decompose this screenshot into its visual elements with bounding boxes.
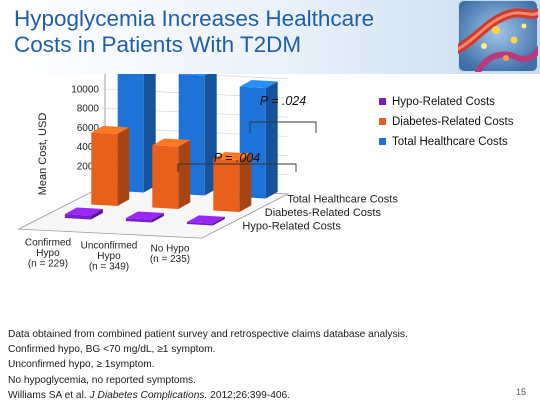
- legend-swatch: [379, 118, 386, 125]
- page-number: 15: [515, 387, 526, 397]
- legend-label: Total Healthcare Costs: [392, 136, 508, 148]
- footnote-line: Data obtained from combined patient surv…: [8, 329, 408, 340]
- title-line-2: Costs in Patients With T2DM: [14, 32, 302, 57]
- footnote-line: Confirmed hypo, BG <70 mg/dL, ≥1 symptom…: [8, 344, 216, 356]
- y-axis-label: Mean Cost, USD: [37, 113, 49, 196]
- bar-top: [213, 152, 252, 161]
- vascular-illustration-icon: [458, 0, 538, 72]
- depth-axis-label: Total Healthcare Costs: [287, 194, 398, 206]
- bar-side: [90, 209, 103, 220]
- bar-side: [239, 153, 252, 212]
- depth-axis-label: Diabetes-Related Costs: [265, 207, 382, 219]
- bar-front: [213, 158, 240, 212]
- bar-front: [91, 132, 118, 206]
- citation-details: 2012;26:399-406.: [210, 389, 291, 401]
- x-tick-label: (n = 235): [150, 254, 190, 265]
- footnote-line: Unconfirmed hypo, ≥ 1symptom.: [8, 359, 155, 371]
- x-tick-label: Unconfirmed: [81, 240, 138, 251]
- bar-front: [64, 214, 91, 220]
- bar-front: [125, 218, 152, 223]
- y-tick-label: 8000: [77, 104, 100, 115]
- citation-journal: J Diabetes Complications.: [89, 389, 208, 401]
- cost-chart: 02000400060008000100001200014000Mean Cos…: [17, 74, 514, 272]
- x-tick-label: No Hypo: [151, 243, 190, 254]
- bar-top: [239, 80, 278, 89]
- bar-top: [91, 125, 130, 134]
- slide-title: Hypoglycemia Increases Healthcare Costs …: [14, 6, 434, 58]
- bar-top: [178, 74, 208, 76]
- y-tick-label: 6000: [77, 123, 100, 134]
- bar-top: [186, 215, 225, 224]
- p-value-label: P = .004: [214, 151, 260, 165]
- legend-label: Hypo-Related Costs: [392, 96, 495, 108]
- y-tick-label: 4000: [77, 142, 100, 153]
- significance-bracket: [249, 121, 317, 133]
- bar-side: [117, 127, 130, 206]
- legend-label: Diabetes-Related Costs: [392, 116, 514, 128]
- bar-top: [125, 211, 164, 220]
- bar-front: [186, 222, 213, 226]
- significance-bracket: [177, 163, 297, 172]
- footnote-line: No hypoglycemia, no reported symptoms.: [8, 374, 196, 386]
- y-tick-label: 2000: [77, 161, 100, 172]
- bar-side: [212, 216, 225, 226]
- depth-axis-label: Hypo-Related Costs: [242, 221, 341, 233]
- p-value-label: P = .024: [260, 94, 306, 108]
- bar-side: [265, 81, 278, 199]
- legend-swatch: [379, 98, 386, 105]
- x-tick-label: (n = 349): [89, 261, 129, 272]
- citation: Williams SA et al. J Diabetes Complicati…: [8, 388, 508, 403]
- bar-top: [64, 207, 103, 216]
- bar-front: [152, 145, 179, 209]
- bar-side: [178, 140, 191, 209]
- bar-side: [151, 213, 164, 223]
- legend-swatch: [379, 138, 386, 145]
- y-tick-label: 12000: [71, 74, 99, 76]
- bar-top: [152, 138, 191, 147]
- footnotes: Data obtained from combined patient surv…: [8, 327, 508, 403]
- y-tick-label: 10000: [71, 85, 99, 96]
- title-line-1: Hypoglycemia Increases Healthcare: [14, 6, 375, 31]
- citation-authors: Williams SA et al.: [8, 389, 90, 401]
- title-banner: Hypoglycemia Increases Healthcare Costs …: [0, 0, 540, 74]
- x-tick-label: (n = 229): [28, 258, 68, 269]
- x-tick-label: Hypo: [97, 251, 121, 262]
- x-tick-label: Hypo: [36, 248, 60, 259]
- x-tick-label: Confirmed: [25, 237, 71, 248]
